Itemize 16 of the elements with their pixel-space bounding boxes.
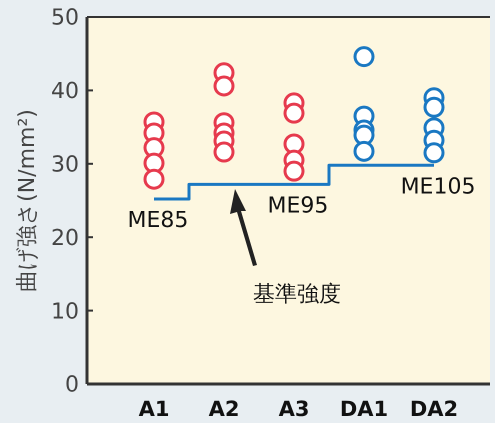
annotation: ME95 bbox=[268, 193, 328, 218]
annotation: ME105 bbox=[400, 174, 476, 200]
x-tick-label: DA2 bbox=[410, 397, 458, 421]
x-tick-label: A3 bbox=[278, 397, 310, 421]
y-tick-label: 0 bbox=[65, 372, 79, 398]
y-tick-label: 40 bbox=[51, 79, 79, 104]
x-tick-label: DA1 bbox=[340, 397, 388, 421]
y-tick-label: 50 bbox=[51, 6, 79, 31]
y-tick-label: 10 bbox=[51, 299, 79, 324]
annotation: 基準強度 bbox=[253, 282, 341, 307]
y-axis-title: 曲げ強さ(N/mm²) bbox=[15, 109, 40, 292]
x-tick-label: A2 bbox=[208, 397, 240, 421]
y-tick-label: 20 bbox=[51, 226, 79, 251]
annotation: ME85 bbox=[128, 208, 188, 234]
x-tick-label: A1 bbox=[138, 397, 170, 421]
y-tick-label: 30 bbox=[51, 152, 79, 178]
